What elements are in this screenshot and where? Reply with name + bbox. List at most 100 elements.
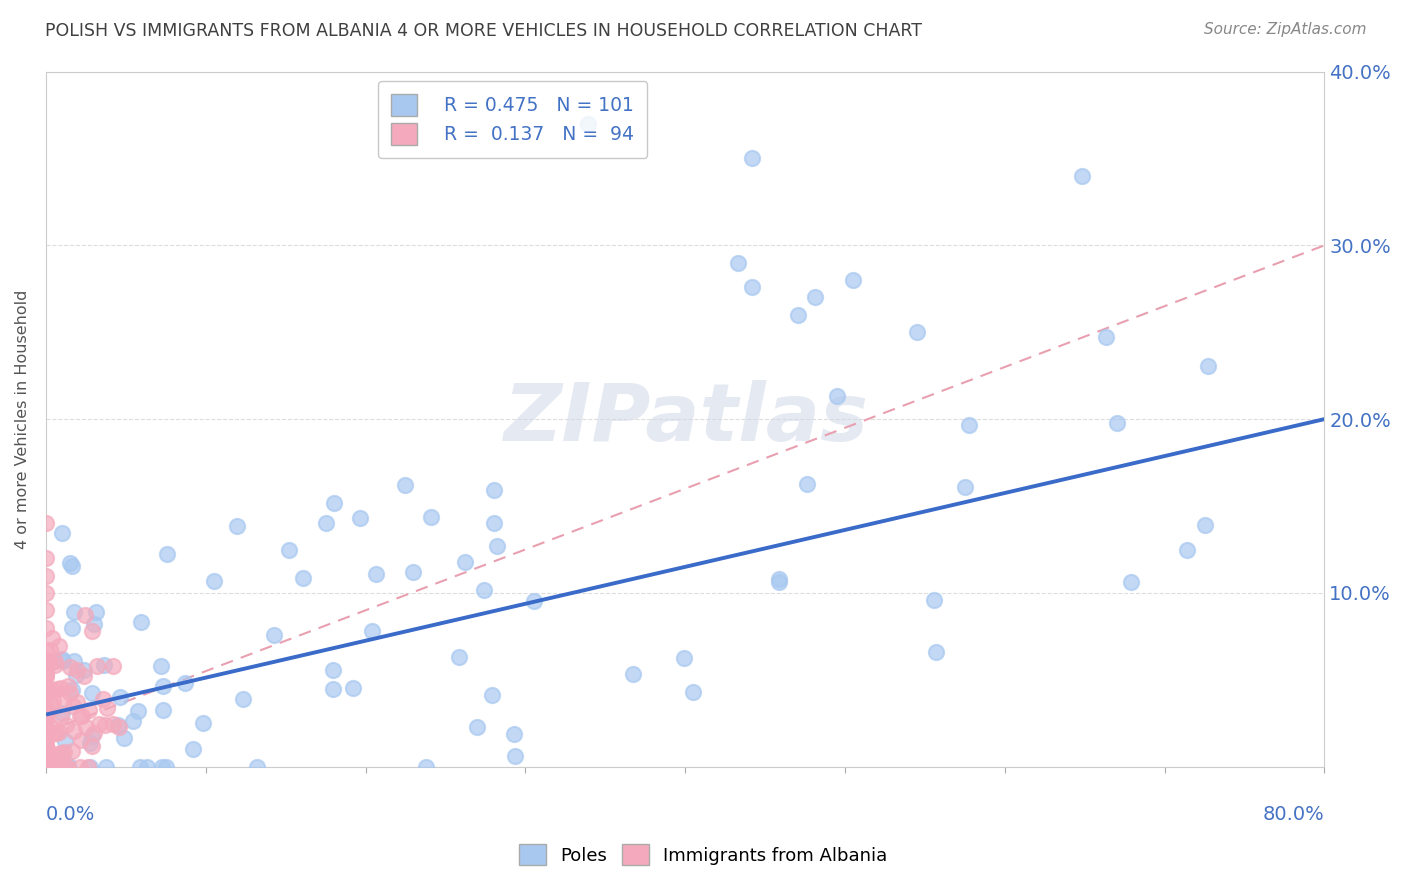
Y-axis label: 4 or more Vehicles in Household: 4 or more Vehicles in Household bbox=[15, 289, 30, 549]
Point bbox=[56, 760, 79, 774]
Point bbox=[35, 665, 58, 680]
Point bbox=[1194, 518, 1216, 533]
Point bbox=[768, 572, 790, 586]
Point bbox=[576, 117, 599, 131]
Point bbox=[415, 760, 437, 774]
Point bbox=[152, 760, 174, 774]
Point bbox=[82, 729, 104, 743]
Point bbox=[673, 650, 696, 665]
Point bbox=[155, 760, 177, 774]
Point bbox=[35, 752, 58, 766]
Point bbox=[35, 568, 58, 582]
Point bbox=[127, 704, 149, 718]
Point bbox=[922, 592, 945, 607]
Point bbox=[51, 756, 73, 770]
Point bbox=[70, 732, 93, 747]
Point bbox=[35, 760, 58, 774]
Point bbox=[315, 516, 337, 530]
Point bbox=[957, 417, 980, 432]
Point bbox=[202, 574, 225, 589]
Point bbox=[51, 760, 73, 774]
Point bbox=[56, 758, 79, 772]
Point bbox=[44, 658, 66, 673]
Point bbox=[51, 706, 73, 720]
Point bbox=[394, 478, 416, 492]
Point bbox=[35, 758, 58, 772]
Point bbox=[39, 750, 62, 764]
Point bbox=[768, 575, 790, 590]
Point bbox=[35, 760, 58, 774]
Point bbox=[37, 682, 59, 697]
Point bbox=[482, 516, 505, 530]
Point bbox=[60, 683, 83, 698]
Point bbox=[108, 720, 131, 734]
Point bbox=[101, 717, 124, 731]
Point bbox=[1105, 416, 1128, 430]
Point bbox=[66, 695, 89, 709]
Point bbox=[75, 607, 97, 622]
Point bbox=[56, 760, 79, 774]
Point bbox=[94, 760, 117, 774]
Point bbox=[292, 571, 315, 585]
Point bbox=[502, 727, 524, 741]
Point bbox=[41, 760, 63, 774]
Point bbox=[70, 708, 93, 723]
Point bbox=[69, 760, 91, 774]
Point bbox=[173, 676, 195, 690]
Point bbox=[51, 525, 73, 540]
Point bbox=[152, 702, 174, 716]
Point bbox=[35, 760, 58, 774]
Point bbox=[39, 754, 62, 768]
Point bbox=[349, 511, 371, 525]
Point bbox=[35, 645, 58, 659]
Point bbox=[35, 653, 58, 667]
Point bbox=[156, 547, 179, 561]
Point bbox=[51, 681, 73, 695]
Point bbox=[44, 654, 66, 668]
Point bbox=[59, 556, 82, 570]
Point bbox=[122, 714, 145, 729]
Text: ZIPatlas: ZIPatlas bbox=[503, 380, 868, 458]
Point bbox=[1071, 169, 1094, 183]
Point bbox=[523, 594, 546, 608]
Point bbox=[35, 733, 58, 747]
Point bbox=[82, 739, 104, 753]
Point bbox=[419, 510, 441, 524]
Point bbox=[149, 658, 172, 673]
Point bbox=[39, 720, 62, 734]
Point bbox=[60, 744, 83, 758]
Point bbox=[93, 658, 115, 673]
Point bbox=[55, 718, 77, 732]
Point bbox=[66, 663, 89, 677]
Point bbox=[51, 651, 73, 665]
Point bbox=[53, 733, 76, 747]
Point bbox=[56, 680, 79, 694]
Point bbox=[101, 659, 124, 673]
Point bbox=[96, 701, 118, 715]
Point bbox=[46, 760, 69, 774]
Point bbox=[73, 663, 96, 677]
Point bbox=[454, 555, 477, 569]
Point bbox=[35, 680, 58, 694]
Point bbox=[60, 621, 83, 635]
Point bbox=[35, 689, 58, 703]
Point bbox=[79, 703, 101, 717]
Point bbox=[925, 645, 948, 659]
Text: Source: ZipAtlas.com: Source: ZipAtlas.com bbox=[1204, 22, 1367, 37]
Point bbox=[1121, 574, 1143, 589]
Point bbox=[787, 308, 810, 322]
Point bbox=[75, 720, 97, 734]
Point bbox=[52, 693, 75, 707]
Point bbox=[682, 685, 704, 699]
Point bbox=[37, 745, 59, 759]
Point bbox=[52, 654, 75, 668]
Point bbox=[474, 582, 496, 597]
Point bbox=[94, 718, 117, 732]
Text: POLISH VS IMMIGRANTS FROM ALBANIA 4 OR MORE VEHICLES IN HOUSEHOLD CORRELATION CH: POLISH VS IMMIGRANTS FROM ALBANIA 4 OR M… bbox=[45, 22, 922, 40]
Point bbox=[45, 725, 67, 739]
Point bbox=[1197, 359, 1219, 373]
Point bbox=[87, 716, 110, 731]
Point bbox=[112, 731, 135, 745]
Point bbox=[79, 736, 101, 750]
Point bbox=[35, 701, 58, 715]
